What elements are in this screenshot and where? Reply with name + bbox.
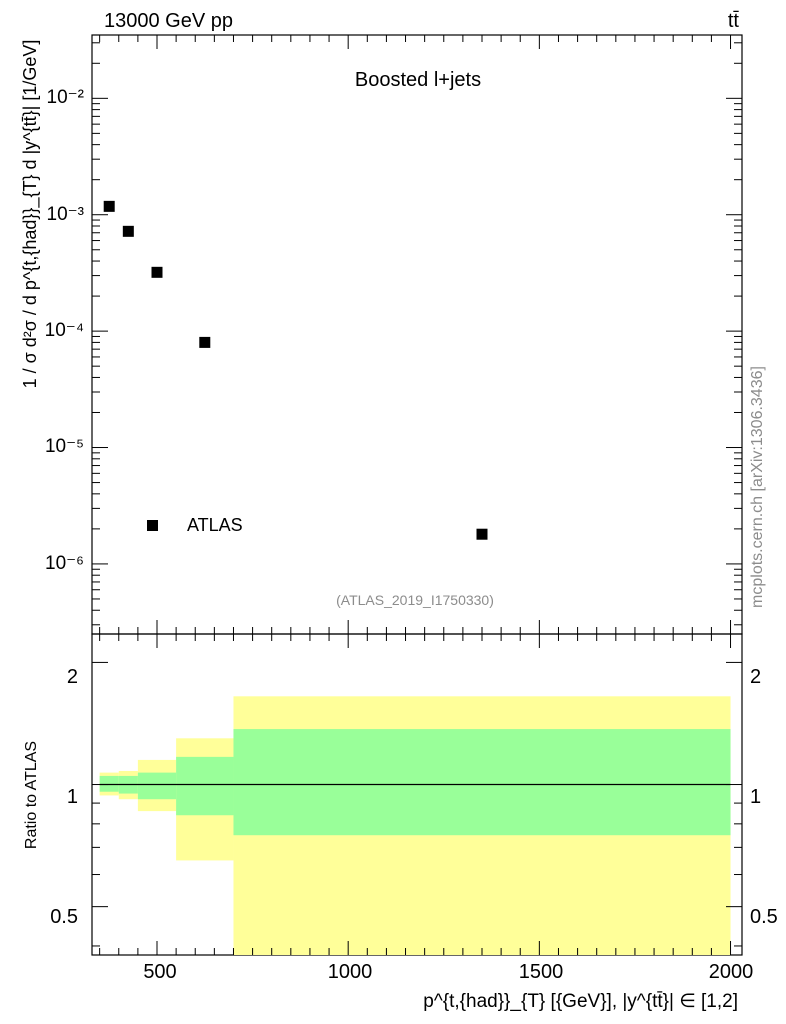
uncertainty-bands — [99, 696, 731, 955]
legend-marker — [147, 520, 158, 531]
ratio-tick-label-right: 1 — [750, 786, 761, 808]
data-point-marker — [103, 200, 115, 212]
side-credit: mcplots.cern.ch [arXiv:1306.3436] — [749, 366, 766, 608]
panel-title: Boosted l+jets — [355, 69, 481, 91]
ratio-tick-label-right: 0.5 — [750, 906, 778, 928]
x-tick-label: 1500 — [519, 961, 564, 983]
top-panel-ticks — [92, 35, 742, 634]
data-markers — [103, 200, 488, 540]
x-axis-label: p^{t,{had}}_{T} [{GeV}], |y^{tt̄}| ∈ [1,… — [423, 991, 738, 1012]
header-right-label: tt̄ — [728, 10, 740, 32]
inner-band — [99, 775, 119, 792]
x-tick-label: 2000 — [709, 961, 754, 983]
y-axis-label: 1 / σ d²σ / d p^{t,{had}}_{T} d |y^{tt̄}… — [20, 40, 41, 389]
ratio-tick-label: 1 — [67, 786, 78, 808]
ratio-tick-label-right: 2 — [750, 666, 761, 688]
header-left-label: 13000 GeV pp — [104, 10, 233, 32]
y-tick-label: 10⁻⁴ — [45, 320, 84, 341]
inner-band — [137, 772, 177, 800]
y-tick-label: 10⁻⁶ — [45, 553, 84, 574]
legend-label: ATLAS — [187, 515, 243, 535]
bottom-panel-ticks — [92, 634, 742, 955]
y-tick-label: 10⁻³ — [47, 204, 85, 225]
data-point-marker — [122, 225, 134, 237]
x-tick-label: 500 — [143, 961, 176, 983]
y-tick-label: 10⁻⁵ — [45, 436, 84, 457]
inner-band — [233, 729, 731, 836]
x-tick-label: 1000 — [328, 961, 373, 983]
data-point-marker — [476, 528, 488, 540]
top-panel-frame — [91, 34, 743, 635]
inner-band — [176, 756, 234, 816]
ratio-tick-label: 2 — [67, 666, 78, 688]
data-point-marker — [151, 266, 163, 278]
ratio-tick-label: 0.5 — [50, 906, 78, 928]
y-tick-label: 10⁻² — [47, 87, 85, 108]
analysis-id: (ATLAS_2019_I1750330) — [336, 592, 494, 608]
ratio-axis-label: Ratio to ATLAS — [23, 741, 40, 849]
data-point-marker — [199, 336, 211, 348]
